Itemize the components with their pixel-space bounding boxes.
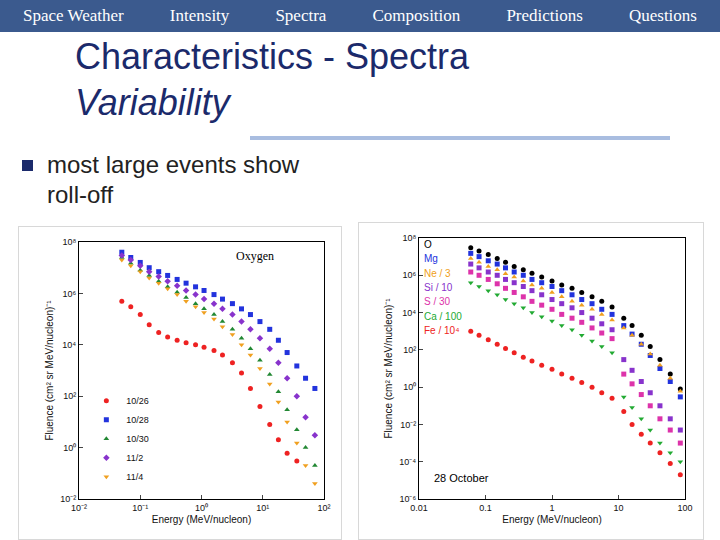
svg-text:10⁰: 10⁰ xyxy=(63,443,76,453)
svg-text:Energy (MeV/nucleon): Energy (MeV/nucleon) xyxy=(502,514,602,525)
html-text:Characteristics - Spectra: Characteristics - Spectra xyxy=(75,36,470,77)
svg-text:10²: 10² xyxy=(63,391,76,401)
svg-text:10⁰: 10⁰ xyxy=(403,382,416,392)
svg-text:S / 30: S / 30 xyxy=(424,296,451,307)
svg-text:10⁻⁶: 10⁻⁶ xyxy=(399,494,416,504)
svg-text:10⁸: 10⁸ xyxy=(402,233,416,243)
svg-text:100: 100 xyxy=(677,503,692,513)
svg-text:Ca / 100: Ca / 100 xyxy=(424,311,462,322)
svg-text:11/4: 11/4 xyxy=(126,472,143,482)
svg-text:Energy (MeV/nucleon): Energy (MeV/nucleon) xyxy=(152,514,252,525)
svg-text:10/28: 10/28 xyxy=(126,415,149,425)
html-text:Composition: Composition xyxy=(372,6,461,25)
svg-text:10²: 10² xyxy=(317,503,330,513)
svg-text:0.01: 0.01 xyxy=(410,503,428,513)
svg-text:Ne / 3: Ne / 3 xyxy=(424,268,451,279)
svg-text:10⁸: 10⁸ xyxy=(62,237,76,247)
svg-text:10/26: 10/26 xyxy=(126,396,149,406)
svg-text:Mg: Mg xyxy=(424,253,438,264)
svg-text:10⁴: 10⁴ xyxy=(62,340,76,350)
svg-text:O: O xyxy=(424,239,432,250)
svg-text:Fluence (cm² sr MeV/nucleon)⁻¹: Fluence (cm² sr MeV/nucleon)⁻¹ xyxy=(44,300,55,441)
html-text:Predictions: Predictions xyxy=(506,6,583,25)
svg-text:11/2: 11/2 xyxy=(126,453,143,463)
html-text:Questions: Questions xyxy=(628,6,697,25)
svg-text:10⁻²: 10⁻² xyxy=(400,420,416,430)
svg-text:Si / 10: Si / 10 xyxy=(424,282,453,293)
svg-text:10⁶: 10⁶ xyxy=(62,289,76,299)
svg-text:10: 10 xyxy=(613,503,623,513)
html-text:Space Weather: Space Weather xyxy=(23,6,124,25)
html-text:Spectra: Spectra xyxy=(275,6,327,25)
svg-text:10⁻²: 10⁻² xyxy=(60,494,76,504)
svg-text:10²: 10² xyxy=(403,345,416,355)
svg-text:10⁶: 10⁶ xyxy=(402,270,416,280)
html-text:most large events show roll-of: most large events show roll-off xyxy=(47,151,300,208)
svg-text:Fe / 10⁴: Fe / 10⁴ xyxy=(424,325,459,336)
svg-text:10⁻²: 10⁻² xyxy=(71,503,87,513)
svg-text:Oxygen: Oxygen xyxy=(236,249,274,263)
svg-text:10/30: 10/30 xyxy=(126,434,149,444)
svg-text:10⁻⁴: 10⁻⁴ xyxy=(399,457,416,467)
html-text:Variability: Variability xyxy=(75,82,230,123)
svg-text:1: 1 xyxy=(549,503,554,513)
svg-text:Fluence (cm² sr MeV/nucleon)⁻¹: Fluence (cm² sr MeV/nucleon)⁻¹ xyxy=(383,298,394,439)
svg-text:28 October: 28 October xyxy=(434,472,489,484)
svg-text:10¹: 10¹ xyxy=(256,503,269,513)
svg-text:10⁻¹: 10⁻¹ xyxy=(132,503,148,513)
svg-text:10⁴: 10⁴ xyxy=(402,308,416,318)
svg-text:0.1: 0.1 xyxy=(479,503,492,513)
svg-text:10⁰: 10⁰ xyxy=(195,503,208,513)
html-text:Intensity: Intensity xyxy=(169,6,230,25)
